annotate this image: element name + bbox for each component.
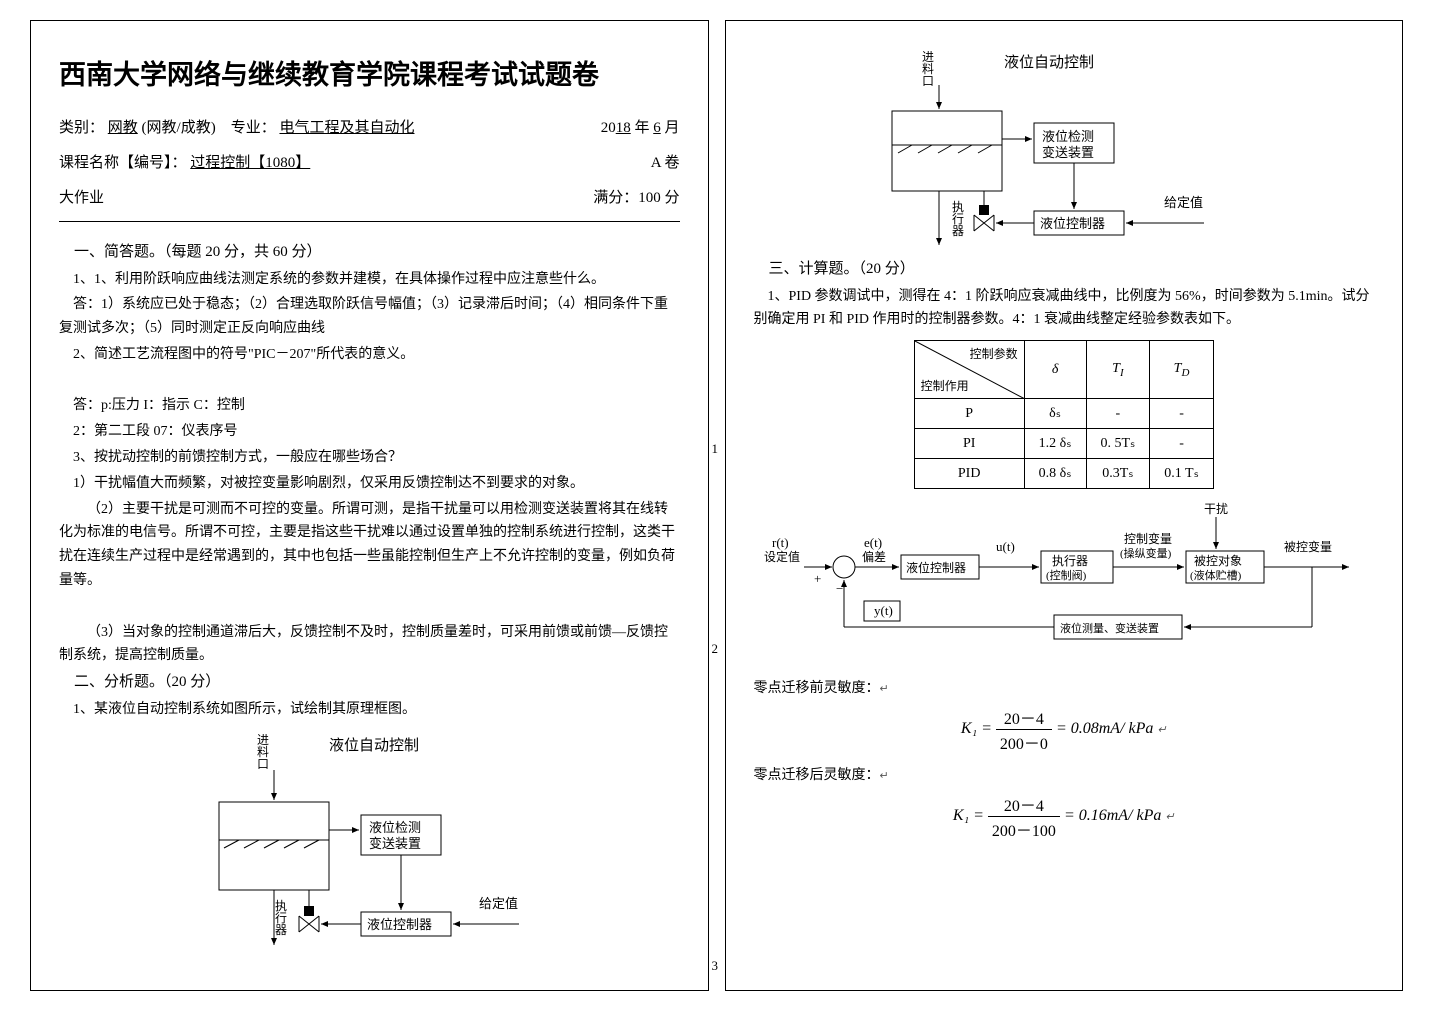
plant-box-2: (液体贮槽) — [1190, 568, 1242, 582]
divider — [59, 221, 680, 222]
table-diag-header: 控制参数 控制作用 — [914, 341, 1024, 399]
mark-1: 1 — [712, 441, 1417, 457]
s2-q1: 1、某液位自动控制系统如图所示，试绘制其原理框图。 — [59, 698, 680, 722]
sens-before-label: 零点迁移前灵敏度：↵ — [754, 677, 1375, 697]
svg-text:液位控制器: 液位控制器 — [1040, 216, 1105, 231]
diagram-title-2: 液位自动控制 — [1004, 54, 1094, 71]
s1-a2a: 答：p:压力 I：指示 C：控制 — [59, 394, 680, 418]
level-diagram-right: 进 料 口 液位自动控制 液位检测 变送装置 液位控制器 给定值 执 — [754, 49, 1375, 249]
level-diagram-svg: 进 料 口 液位自动控制 液位检测 变送装置 液位控制器 — [189, 730, 549, 950]
yt-label: y(t) — [874, 603, 893, 618]
ut-label: u(t) — [996, 539, 1015, 554]
setpoint-label-2: 设定值 — [764, 549, 800, 564]
sens-after-eq: K₁ = 20－4 200－100 = 0.16mA/ kPa ↵ — [754, 792, 1375, 841]
et-label: e(t) — [864, 535, 882, 550]
controller-label: 液位控制器 — [367, 917, 432, 932]
course-label: 课程名称【编号】： — [59, 155, 187, 171]
controlled-label: 被控变量 — [1284, 539, 1332, 554]
page-right: 进 料 口 液位自动控制 液位检测 变送装置 液位控制器 给定值 执 — [725, 20, 1404, 991]
table-row: PID 0.8 δₛ 0.3Tₛ 0.1 Tₛ — [914, 459, 1213, 489]
page-left: 西南大学网络与继续教育学院课程考试试题卷 类别： 网教 (网教/成教) 专业： … — [30, 20, 709, 991]
section-1: 一、简答题。（每题 20 分，共 60 分） 1、1、利用阶跃响应曲线法测定系统… — [59, 240, 680, 668]
error-label: 偏差 — [862, 549, 886, 564]
mark-3: 3 — [712, 958, 1417, 974]
s1-a1: 答：1）系统应已处于稳态；（2）合理选取阶跃信号幅值；（3）记录滞后时间；（4）… — [59, 293, 680, 341]
param-table: 控制参数 控制作用 δ TI TD P δₛ - - PI 1.2 δₛ 0. … — [914, 340, 1214, 489]
assignment-label: 大作业 — [59, 186, 104, 207]
fullmarks-label: 满分：100 分 — [593, 186, 679, 207]
category-value: 网教 — [108, 120, 138, 136]
detect-label: 液位检测 — [369, 820, 421, 835]
category-label: 类别： — [59, 120, 104, 136]
setpoint-label: 给定值 — [479, 896, 518, 911]
svg-text:口: 口 — [257, 757, 269, 771]
svg-text:液位检测: 液位检测 — [1042, 129, 1094, 144]
svg-text:变送装置: 变送装置 — [1042, 145, 1094, 160]
paper-label: A 卷 — [651, 151, 680, 172]
meta-row-1: 类别： 网教 (网教/成教) 专业： 电气工程及其自动化 2018 年 6 月 — [59, 116, 680, 137]
s1-a2b: 2：第二工段 07：仪表序号 — [59, 420, 680, 444]
sens-after-label: 零点迁移后灵敏度：↵ — [754, 764, 1375, 784]
level-diagram-svg-2: 进 料 口 液位自动控制 液位检测 变送装置 液位控制器 给定值 执 — [874, 49, 1254, 249]
svg-text:口: 口 — [922, 74, 934, 88]
feedback-box: 液位测量、变送装置 — [1060, 621, 1159, 635]
svg-text:+: + — [814, 571, 821, 586]
s1-q2: 2、简述工艺流程图中的符号"PIC－207"所代表的意义。 — [59, 343, 680, 367]
section-2: 二、分析题。（20 分） 1、某液位自动控制系统如图所示，试绘制其原理框图。 — [59, 670, 680, 721]
s1-q1: 1、1、利用阶跃响应曲线法测定系统的参数并建模，在具体操作过程中应注意些什么。 — [59, 268, 680, 292]
svg-text:−: − — [836, 581, 843, 596]
section-3: 三、计算题。（20 分） 1、PID 参数调试中，测得在 4：1 阶跃响应衰减曲… — [754, 257, 1375, 332]
level-diagram-left: 进 料 口 液位自动控制 液位检测 变送装置 液位控制器 — [59, 730, 680, 950]
plant-box: 被控对象 — [1194, 554, 1242, 568]
manip-label: 控制变量 — [1124, 531, 1172, 546]
transmit-label: 变送装置 — [369, 836, 421, 851]
ctrl-box: 液位控制器 — [906, 560, 966, 575]
col-ti: TI — [1086, 341, 1150, 399]
table-row: P δₛ - - — [914, 399, 1213, 429]
actuator-box: 执行器 — [1052, 554, 1088, 568]
svg-text:器: 器 — [275, 923, 287, 937]
sens-before-eq: K₁ = 20－4 200－0 = 0.08mA/ kPa ↵ — [754, 705, 1375, 754]
s1-title: 一、简答题。（每题 20 分，共 60 分） — [59, 240, 680, 266]
s3-q1: 1、PID 参数调试中，测得在 4：1 阶跃响应衰减曲线中，比例度为 56%，时… — [754, 285, 1375, 333]
col-td: TD — [1150, 341, 1214, 399]
actuator-box-2: (控制阀) — [1046, 568, 1087, 582]
s1-a3-2: （2）主要干扰是可测而不可控的变量。所谓可测，是指干扰量可以用检测变送装置将其在… — [59, 498, 680, 593]
svg-text:给定值: 给定值 — [1164, 195, 1203, 210]
major-label: 专业： — [231, 120, 276, 136]
meta-row-3: 大作业 满分：100 分 — [59, 186, 680, 207]
svg-text:器: 器 — [952, 224, 964, 238]
s3-title: 三、计算题。（20 分） — [754, 257, 1375, 283]
course-value: 过程控制【1080】 — [190, 155, 310, 171]
major-value: 电气工程及其自动化 — [279, 120, 414, 136]
diagram-title: 液位自动控制 — [329, 737, 419, 754]
mark-2: 2 — [712, 641, 1417, 657]
category-paren: (网教/成教) — [142, 120, 216, 136]
s1-a3-1: 1）干扰幅值大而频繁，对被控变量影响剧烈，仅采用反馈控制达不到要求的对象。 — [59, 472, 680, 496]
date-month: 6 — [653, 120, 661, 136]
s1-q3: 3、按扰动控制的前馈控制方式，一般应在哪些场合？ — [59, 446, 680, 470]
s1-a3-3: （3）当对象的控制通道滞后大，反馈控制不及时，控制质量差时，可采用前馈或前馈—反… — [59, 621, 680, 669]
page-title: 西南大学网络与继续教育学院课程考试试题卷 — [59, 53, 680, 92]
date-year: 18 — [616, 120, 631, 136]
col-delta: δ — [1024, 341, 1086, 399]
s2-title: 二、分析题。（20 分） — [59, 670, 680, 696]
manip-label-2: (操纵变量) — [1120, 546, 1172, 560]
disturb-label: 干扰 — [1204, 502, 1228, 516]
meta-row-2: 课程名称【编号】： 过程控制【1080】 A 卷 — [59, 151, 680, 172]
rt-label: r(t) — [772, 535, 789, 550]
